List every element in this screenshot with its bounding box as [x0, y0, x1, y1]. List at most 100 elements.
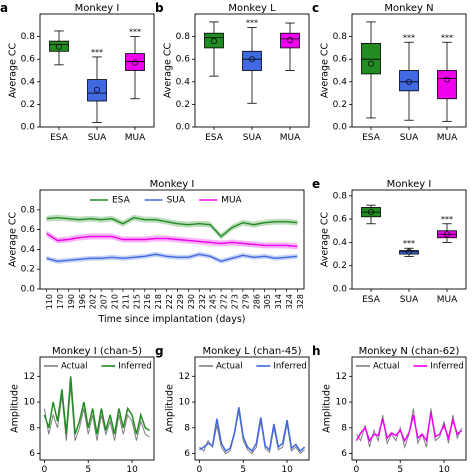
panel-label: e	[312, 177, 320, 191]
box-iqr	[361, 42, 381, 75]
x-tick-label: 10	[126, 465, 138, 474]
y-tick-label: 0.4	[333, 238, 348, 248]
y-tick-label: 10	[336, 398, 348, 408]
x-tick-label: 0	[42, 465, 48, 474]
series-line	[46, 216, 298, 238]
y-tick-label: 0.0	[333, 123, 348, 133]
x-tick-label: MUA	[280, 133, 301, 143]
box-mua: *** MUA	[437, 33, 458, 143]
box-iqr	[437, 70, 457, 100]
panel-label: h	[312, 344, 321, 358]
x-tick-label: 222	[165, 294, 174, 309]
trace-panel-g: 0510Time (s)ActualInferred681012Amplitud…	[155, 344, 310, 474]
y-axis-label: Amplitude	[165, 384, 176, 433]
x-tick-label: 170	[56, 294, 65, 309]
y-tick-label: 12	[336, 372, 347, 382]
y-tick-label: 0.2	[21, 265, 35, 275]
series-actual	[355, 408, 463, 449]
x-tick-label: 5	[85, 465, 91, 474]
legend-label: Inferred	[430, 362, 463, 372]
panel-label: a	[0, 1, 8, 15]
box-iqr	[204, 32, 224, 49]
y-tick-label: 12	[24, 372, 35, 382]
y-tick-label: 0.8	[333, 191, 348, 201]
x-tick-label: MUA	[437, 133, 458, 143]
x-tick-label: ESA	[50, 133, 69, 143]
x-tick-label: 10	[281, 465, 293, 474]
significance-label: ***	[129, 28, 141, 37]
legend: Actual Inferred	[199, 362, 307, 372]
y-tick-label: 0.2	[333, 100, 347, 110]
y-tick-label: 6	[29, 449, 35, 459]
y-tick-label: 0.6	[333, 55, 348, 65]
confidence-band	[46, 230, 298, 250]
y-tick-label: 0.8	[176, 32, 191, 42]
y-tick-label: 12	[179, 372, 190, 382]
mean-marker	[444, 231, 450, 238]
legend-label: Actual	[216, 362, 243, 372]
x-tick-label: 196	[78, 294, 87, 309]
x-tick-label: 0	[354, 465, 360, 474]
x-tick-label: SUA	[400, 133, 419, 143]
y-tick-label: 0.8	[21, 32, 36, 42]
y-axis-label: Average CC	[320, 42, 331, 98]
box-esa: ESA	[204, 21, 224, 143]
mean-marker	[56, 43, 62, 50]
plot-frame	[351, 189, 467, 290]
x-tick-label: MUA	[125, 133, 146, 143]
box-iqr	[125, 53, 145, 71]
y-tick-label: 8	[341, 423, 347, 433]
mean-marker	[287, 37, 293, 43]
significance-label: ***	[403, 33, 415, 42]
significance-label: ***	[403, 239, 415, 248]
series-mua	[46, 230, 298, 250]
y-tick-label: 0.2	[21, 100, 35, 110]
mean-marker	[249, 56, 255, 63]
plot-frame	[39, 13, 155, 128]
box-mua: *** MUA	[125, 28, 146, 143]
y-tick-label: 6	[184, 449, 190, 459]
mean-marker	[444, 76, 450, 83]
y-tick-label: 0.4	[21, 245, 36, 255]
y-tick-label: 10	[179, 398, 191, 408]
plot-frame	[351, 356, 467, 461]
y-tick-label: 6	[341, 449, 347, 459]
legend-label: Actual	[61, 362, 88, 372]
x-tick-label: 273	[230, 294, 239, 309]
box-esa: ESA	[361, 204, 381, 305]
x-tick-label: 328	[296, 294, 305, 309]
mean-marker	[368, 209, 374, 216]
legend-label: Inferred	[118, 362, 151, 372]
chart-title: Monkey N (chan-62)	[359, 346, 460, 357]
mean-marker	[94, 86, 100, 93]
y-tick-label: 0.0	[333, 285, 348, 295]
y-axis-label: Average CC	[8, 42, 19, 98]
y-tick-label: 0.8	[21, 205, 36, 215]
x-tick-label: 230	[187, 294, 196, 309]
y-axis-label: Average CC	[163, 42, 174, 98]
legend-label: Inferred	[273, 362, 306, 372]
y-tick-label: 0.4	[176, 77, 191, 87]
y-tick-label: 0.8	[333, 32, 348, 42]
x-tick-label: 272	[220, 294, 229, 309]
box-iqr	[242, 50, 262, 71]
series-inferred	[43, 376, 150, 435]
legend: ESA SUA MUA	[90, 196, 243, 206]
legend-label: Actual	[373, 362, 400, 372]
x-tick-label: 110	[45, 294, 54, 309]
x-tick-label: ESA	[362, 133, 381, 143]
plot-frame	[194, 356, 310, 461]
x-tick-label: MUA	[437, 295, 458, 305]
y-tick-label: 0.6	[333, 215, 348, 225]
chart-title: Monkey I	[75, 3, 120, 14]
y-axis-label: Amplitude	[322, 384, 333, 433]
box-sua: *** SUA	[399, 33, 419, 143]
box-iqr	[49, 40, 69, 52]
y-axis-label: Amplitude	[10, 384, 21, 433]
x-tick-label: 5	[397, 465, 403, 474]
plot-frame	[351, 13, 467, 128]
box-iqr	[399, 250, 419, 255]
